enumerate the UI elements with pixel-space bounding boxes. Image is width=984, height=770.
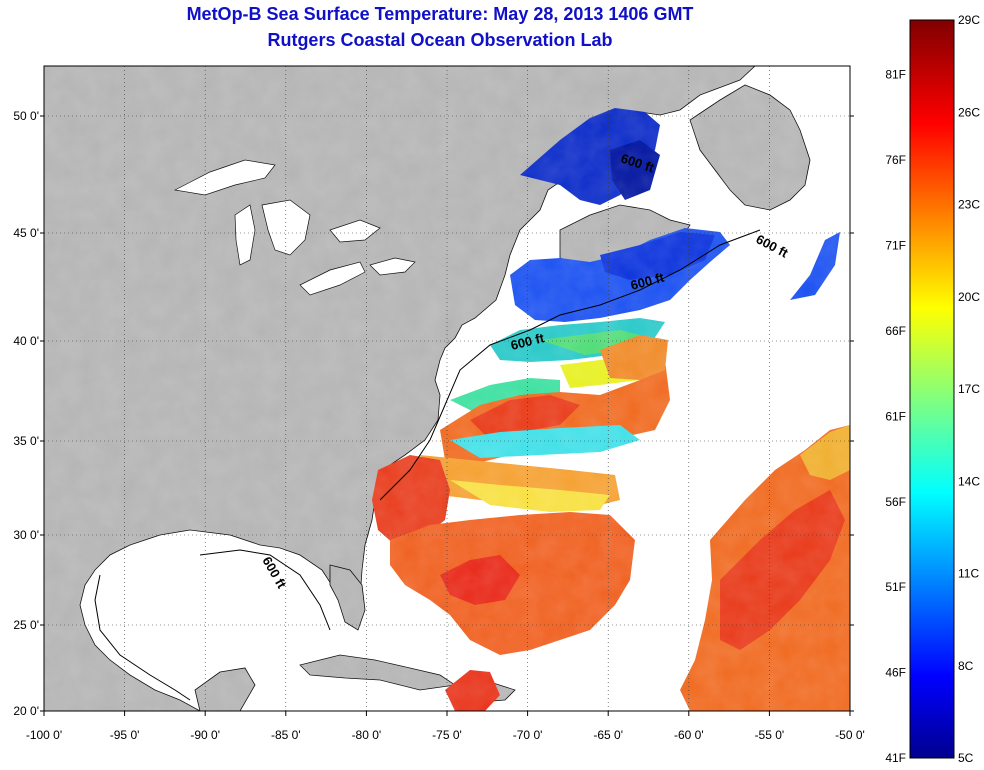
latitude-tick-label: 20 0' xyxy=(13,704,39,718)
longitude-tick-label: -90 0' xyxy=(190,728,220,742)
latitude-tick-label: 25 0' xyxy=(13,618,39,632)
longitude-tick-label: -95 0' xyxy=(110,728,140,742)
latitude-tick-label: 50 0' xyxy=(13,109,39,123)
latitude-tick-labels: 20 0' 25 0' 30 0' 35 0' 40 0' 45 0' 50 0' xyxy=(13,109,854,718)
longitude-tick-label: -100 0' xyxy=(26,728,62,742)
latitude-tick-label: 35 0' xyxy=(13,434,39,448)
isobath-600ft xyxy=(94,229,761,701)
latitude-tick-label: 40 0' xyxy=(13,334,39,348)
longitude-tick-label: -65 0' xyxy=(593,728,623,742)
latitude-tick-label: 45 0' xyxy=(13,226,39,240)
longitude-tick-label: -85 0' xyxy=(271,728,301,742)
longitude-tick-label: -80 0' xyxy=(352,728,382,742)
longitude-tick-label: -60 0' xyxy=(674,728,704,742)
map-subtitle: Rutgers Coastal Ocean Observation Lab xyxy=(267,30,613,50)
longitude-tick-labels: -100 0' -95 0' -90 0' -85 0' -80 0' -75 0' -70… xyxy=(26,711,865,742)
longitude-tick-label: -75 0' xyxy=(432,728,462,742)
longitude-tick-label: -50 0' xyxy=(835,728,865,742)
latitude-tick-label: 30 0' xyxy=(13,528,39,542)
map-title: MetOp-B Sea Surface Temperature: May 28,… xyxy=(186,4,694,24)
longitude-tick-label: -55 0' xyxy=(755,728,785,742)
longitude-tick-label: -70 0' xyxy=(513,728,543,742)
